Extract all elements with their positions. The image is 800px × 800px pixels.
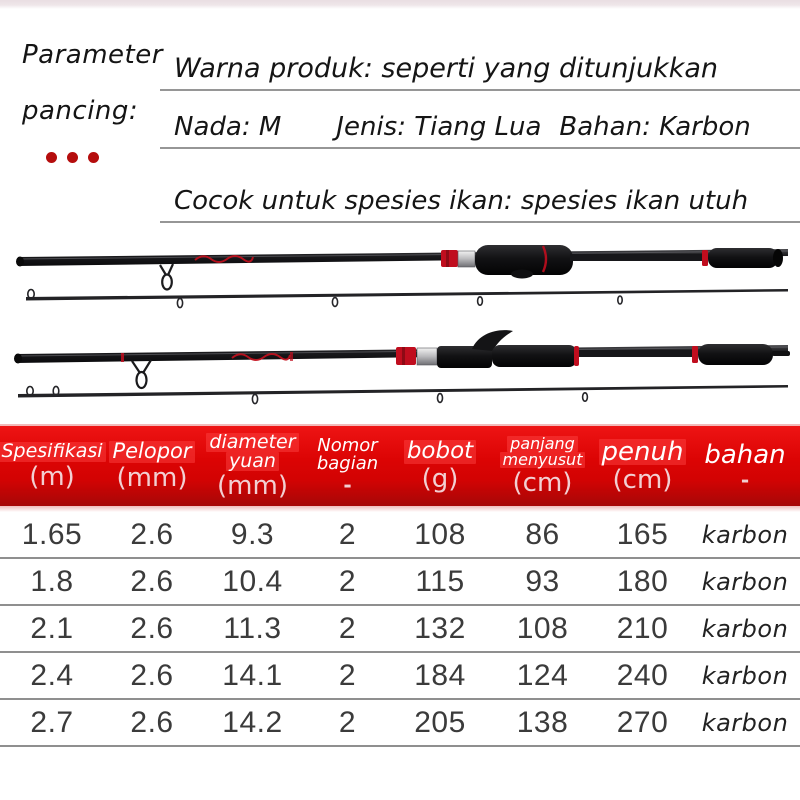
spec-cell: 2.6 <box>130 705 174 739</box>
intro-title: Parameter pancing: <box>22 40 162 163</box>
spec-cell: 108 <box>516 611 569 645</box>
spec-cell: 210 <box>616 611 669 645</box>
column-header-8: bahan - <box>704 439 786 493</box>
spec-cell: karbon <box>701 520 789 549</box>
spec-cell: 180 <box>616 564 669 598</box>
spec-cell: 93 <box>525 564 560 598</box>
spec-cell: 138 <box>516 705 569 739</box>
spec-cell: 86 <box>525 517 560 551</box>
table-row: 2.4 2.6 14.1 2 184 124 240 karbon <box>0 653 800 700</box>
spec-cell: 11.3 <box>223 611 282 645</box>
column-header-1: Spesifikasi (m) <box>0 426 106 506</box>
spec-cell: 2 <box>338 658 357 692</box>
column-unit: (m) <box>29 461 75 492</box>
table-row: 2.1 2.6 11.3 2 132 108 210 karbon <box>0 606 800 653</box>
column-header-5: bobot (g) <box>390 426 490 506</box>
info-material-text: Bahan: Karbon <box>559 112 751 142</box>
spec-cell: karbon <box>701 661 789 690</box>
column-header-3: diameter yuan (mm) <box>200 426 305 506</box>
spinning-rod-image <box>16 245 789 309</box>
spec-cell: 1.65 <box>21 517 83 551</box>
spec-cell: 2 <box>338 564 357 598</box>
spec-cell: 2 <box>338 611 357 645</box>
column-header-2: Pelopor (mm) <box>104 426 200 506</box>
info-tone-text: Nada: M <box>174 112 282 142</box>
info-row-specs: Nada: M Jenis: Tiang Lua Bahan: Karbon <box>160 94 800 149</box>
spec-cell: 2.6 <box>130 658 174 692</box>
header-fade-strip <box>0 506 800 512</box>
spec-cell: 165 <box>616 517 669 551</box>
spec-table: Spesifikasi (m) Pelopor (mm) diameter yuan (mm… <box>0 424 800 747</box>
spec-cell: 2 <box>338 517 357 551</box>
column-unit: (mm) <box>217 471 288 502</box>
casting-rod-image <box>14 330 790 405</box>
info-row-color: Warna produk: seperti yang ditunjukkan <box>160 36 800 91</box>
column-header-6: panjang menyusut (cm) <box>490 426 595 506</box>
column-unit: (cm) <box>512 468 573 499</box>
table-row: 1.65 2.6 9.3 2 108 86 165 karbon <box>0 512 800 559</box>
spec-cell: 2.6 <box>130 517 174 551</box>
spec-cell: 2.6 <box>130 611 174 645</box>
spec-cell: 2.7 <box>30 705 74 739</box>
spec-cell: 2.1 <box>30 611 74 645</box>
top-accent-strip <box>0 0 800 9</box>
column-unit: - <box>343 473 352 498</box>
spec-cell: karbon <box>701 614 789 643</box>
spec-cell: 10.4 <box>222 564 283 598</box>
table-row: 1.8 2.6 10.4 2 115 93 180 karbon <box>0 559 800 606</box>
column-header-4: Nomor bagian - <box>316 434 379 498</box>
spec-cell: 2.4 <box>30 658 74 692</box>
spec-cell: 14.1 <box>222 658 283 692</box>
spec-cell: 205 <box>414 705 466 739</box>
brand-script-mark <box>194 255 254 263</box>
spec-cell: 124 <box>516 658 569 692</box>
table-row: 2.7 2.6 14.2 2 205 138 270 karbon <box>0 700 800 747</box>
spec-table-body: 1.65 2.6 9.3 2 108 86 165 karbon 1.8 2.6 10.4 2 115 9… <box>0 512 800 747</box>
spec-cell: 115 <box>415 564 465 598</box>
spec-table-header: Spesifikasi (m) Pelopor (mm) diameter yuan (mm… <box>0 424 800 506</box>
spec-cell: 1.8 <box>30 564 74 598</box>
column-unit: (g) <box>421 463 459 494</box>
spec-cell: karbon <box>701 567 789 596</box>
spec-cell: 240 <box>616 658 669 692</box>
column-header-7: penuh (cm) <box>595 426 690 506</box>
ellipsis-dots <box>46 152 162 163</box>
spec-cell: 2.6 <box>130 564 174 598</box>
spec-cell: karbon <box>701 708 789 737</box>
info-color-text: Warna produk: seperti yang ditunjukkan <box>174 53 718 84</box>
spec-cell: 14.2 <box>222 705 283 739</box>
spec-cell: 2 <box>338 705 357 739</box>
spec-cell: 184 <box>414 658 466 692</box>
intro-title-line1: Parameter <box>22 40 163 70</box>
spec-cell: 9.3 <box>230 517 275 551</box>
info-row-species: Cocok untuk spesies ikan: spesies ikan u… <box>160 168 800 223</box>
info-type-text: Jenis: Tiang Lua <box>336 112 542 142</box>
info-species-text: Cocok untuk spesies ikan: spesies ikan u… <box>174 186 749 216</box>
column-unit: - <box>740 468 750 493</box>
column-unit: (mm) <box>116 462 188 493</box>
brand-script-mark <box>231 353 291 361</box>
intro-title-line2: pancing: <box>22 96 139 126</box>
spec-cell: 108 <box>414 517 466 551</box>
column-unit: (cm) <box>612 465 673 496</box>
spec-cell: 132 <box>414 611 466 645</box>
spec-cell: 270 <box>616 705 669 739</box>
